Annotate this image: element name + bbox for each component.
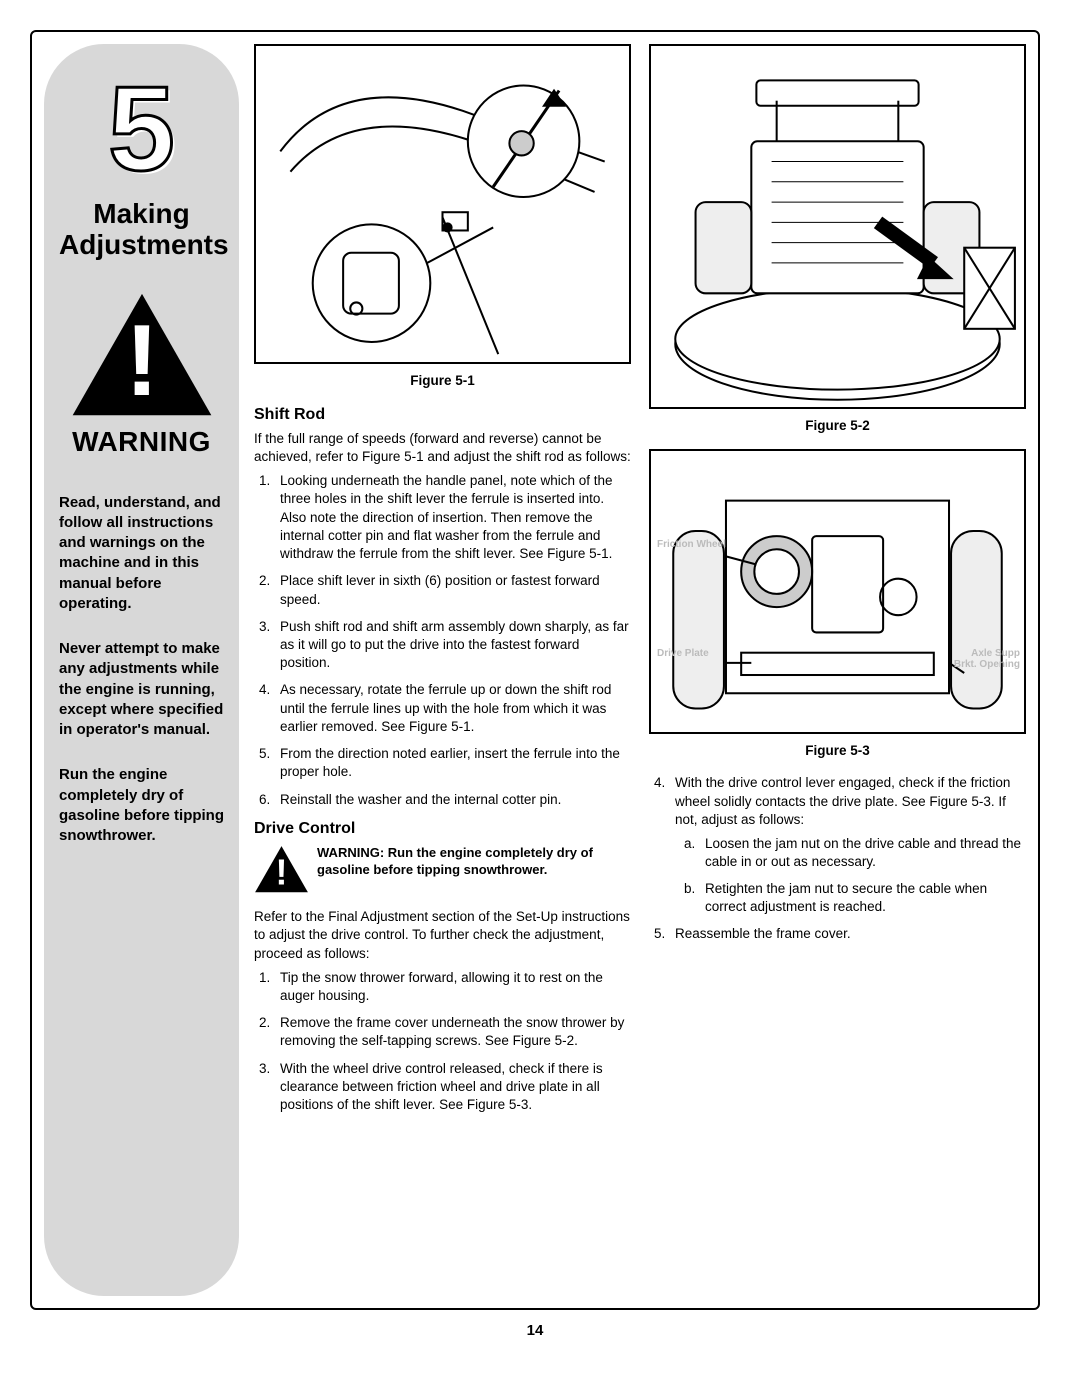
shift-rod-steps: Looking underneath the handle panel, not…	[254, 472, 631, 809]
label-axle-supp: Axle Supp Brkt. Opening	[950, 648, 1020, 670]
drive-control-substeps: Loosen the jam nut on the drive cable an…	[675, 835, 1026, 916]
list-item: Tip the snow thrower forward, allowing i…	[274, 969, 631, 1005]
inline-warning-text: WARNING: Run the engine completely dry o…	[317, 845, 631, 900]
list-item: Place shift lever in sixth (6) position …	[274, 572, 631, 608]
figure-5-2-illustration	[655, 50, 1020, 409]
drive-control-intro: Refer to the Final Adjustment section of…	[254, 908, 631, 963]
list-item: Remove the frame cover underneath the sn…	[274, 1014, 631, 1050]
column-left: Figure 5-1 Shift Rod If the full range o…	[254, 44, 631, 1296]
drive-control-heading: Drive Control	[254, 818, 631, 840]
sidebar-para-3: Run the engine completely dry of gasolin…	[59, 765, 224, 846]
drive-control-steps-a: Tip the snow thrower forward, allowing i…	[254, 969, 631, 1115]
sidebar-panel: 5 Making Adjustments ! WARNING Read, und…	[44, 44, 239, 1296]
page-number: 14	[30, 1322, 1040, 1339]
figure-5-3-box: Friction Wheel Drive Plate Axle Supp Brk…	[649, 449, 1026, 734]
shift-rod-heading: Shift Rod	[254, 404, 631, 426]
list-item: From the direction noted earlier, insert…	[274, 745, 631, 781]
figure-5-2-caption: Figure 5-2	[649, 417, 1026, 435]
page-frame: 5 Making Adjustments ! WARNING Read, und…	[30, 30, 1040, 1310]
column-right: Figure 5-2	[649, 44, 1026, 1296]
figure-5-3-caption: Figure 5-3	[649, 742, 1026, 760]
svg-text:!: !	[276, 853, 288, 893]
chapter-number: 5	[59, 69, 224, 189]
figure-5-1-illustration	[260, 50, 625, 364]
figure-5-2-box	[649, 44, 1026, 409]
svg-text:!: !	[125, 304, 159, 417]
warning-heading: WARNING	[59, 426, 224, 458]
warning-triangle-icon: !	[67, 291, 217, 421]
shift-rod-intro: If the full range of speeds (forward and…	[254, 430, 631, 466]
list-item: Push shift rod and shift arm assembly do…	[274, 618, 631, 673]
list-item: Reinstall the washer and the internal co…	[274, 791, 631, 809]
list-item: As necessary, rotate the ferrule up or d…	[274, 681, 631, 736]
step-4-text: With the drive control lever engaged, ch…	[675, 775, 1010, 826]
drive-control-steps-b: With the drive control lever engaged, ch…	[649, 774, 1026, 943]
chapter-title: Making Adjustments	[59, 199, 224, 261]
list-item: With the wheel drive control released, c…	[274, 1060, 631, 1115]
sidebar-para-1: Read, understand, and follow all instruc…	[59, 493, 224, 615]
list-item: Looking underneath the handle panel, not…	[274, 472, 631, 563]
warning-triangle-icon: !	[254, 845, 309, 900]
content-columns: Figure 5-1 Shift Rod If the full range o…	[254, 44, 1026, 1296]
list-item: With the drive control lever engaged, ch…	[669, 774, 1026, 916]
figure-5-1-caption: Figure 5-1	[254, 372, 631, 390]
label-friction-wheel: Friction Wheel	[657, 539, 726, 550]
figure-5-3-illustration	[655, 455, 1020, 734]
label-drive-plate: Drive Plate	[657, 648, 709, 659]
sidebar-para-2: Never attempt to make any adjustments wh…	[59, 639, 224, 740]
inline-warning: ! WARNING: Run the engine completely dry…	[254, 845, 631, 900]
figure-5-1-box	[254, 44, 631, 364]
list-item: Reassemble the frame cover.	[669, 925, 1026, 943]
list-item: Loosen the jam nut on the drive cable an…	[699, 835, 1026, 871]
list-item: Retighten the jam nut to secure the cabl…	[699, 880, 1026, 916]
